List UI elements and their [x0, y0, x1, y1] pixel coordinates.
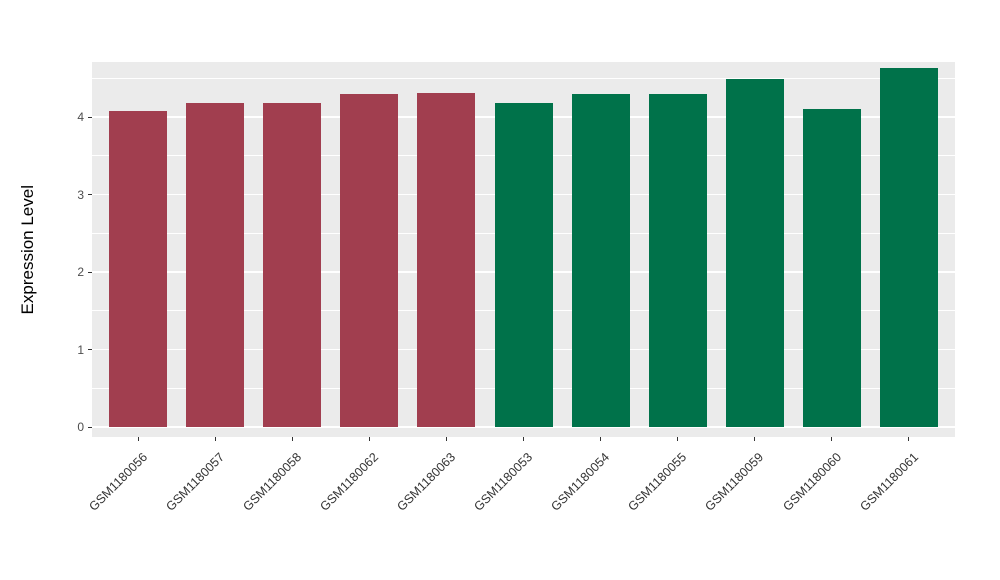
x-tick-mark — [523, 437, 524, 441]
x-tick-mark — [600, 437, 602, 441]
y-tick-mark — [88, 194, 92, 195]
y-tick-label: 1 — [77, 342, 84, 357]
bar-GSM1180055 — [648, 93, 707, 427]
y-tick-mark — [88, 271, 92, 273]
bar-GSM1180056 — [109, 110, 168, 427]
y-tick-label: 4 — [77, 110, 84, 124]
x-tick-mark — [445, 437, 447, 441]
x-tick-label: GSM1180053 — [471, 450, 536, 514]
plot-panel — [92, 62, 955, 437]
gridline-minor — [92, 77, 955, 79]
x-tick-label: GSM1180063 — [394, 450, 459, 514]
y-tick-mark — [88, 116, 92, 118]
x-tick-label: GSM1180062 — [317, 450, 382, 514]
x-axis-tick-labels: GSM1180056 GSM1180057 GSM1180058 GSM1180062… — [86, 444, 955, 574]
x-tick-label: GSM1180055 — [625, 450, 690, 514]
y-axis-tick-labels: 0 1 2 3 4 — [0, 62, 84, 437]
x-tick-mark — [908, 437, 910, 441]
y-tick-label: 3 — [77, 187, 84, 202]
y-tick-mark — [88, 349, 92, 350]
x-tick-mark — [368, 437, 370, 441]
x-tick-mark — [137, 437, 139, 441]
bar-GSM1180058 — [263, 103, 322, 427]
y-tick-label: 0 — [77, 420, 84, 434]
y-tick-mark — [88, 426, 92, 428]
x-tick-mark — [754, 437, 756, 441]
x-tick-mark — [214, 437, 216, 441]
bar-GSM1180063 — [417, 92, 476, 427]
x-tick-label: GSM1180056 — [86, 450, 151, 514]
bar-GSM1180061 — [879, 68, 938, 427]
x-tick-mark — [831, 437, 833, 441]
bar-GSM1180054 — [571, 93, 630, 427]
bar-GSM1180062 — [340, 93, 399, 427]
gridline-major — [92, 426, 955, 428]
x-tick-label: GSM1180060 — [779, 450, 844, 514]
y-tick-label: 2 — [77, 265, 84, 279]
bar-GSM1180053 — [494, 103, 553, 427]
x-tick-mark — [291, 437, 293, 441]
bar-GSM1180057 — [186, 103, 245, 427]
bar-GSM1180060 — [802, 109, 861, 427]
x-tick-label: GSM1180057 — [163, 450, 228, 514]
x-tick-label: GSM1180054 — [548, 450, 613, 514]
x-tick-label: GSM1180058 — [240, 450, 305, 514]
x-tick-label: GSM1180061 — [856, 450, 921, 514]
x-tick-label: GSM1180059 — [702, 450, 767, 514]
x-tick-mark — [677, 437, 679, 441]
bar-GSM1180059 — [725, 79, 784, 427]
